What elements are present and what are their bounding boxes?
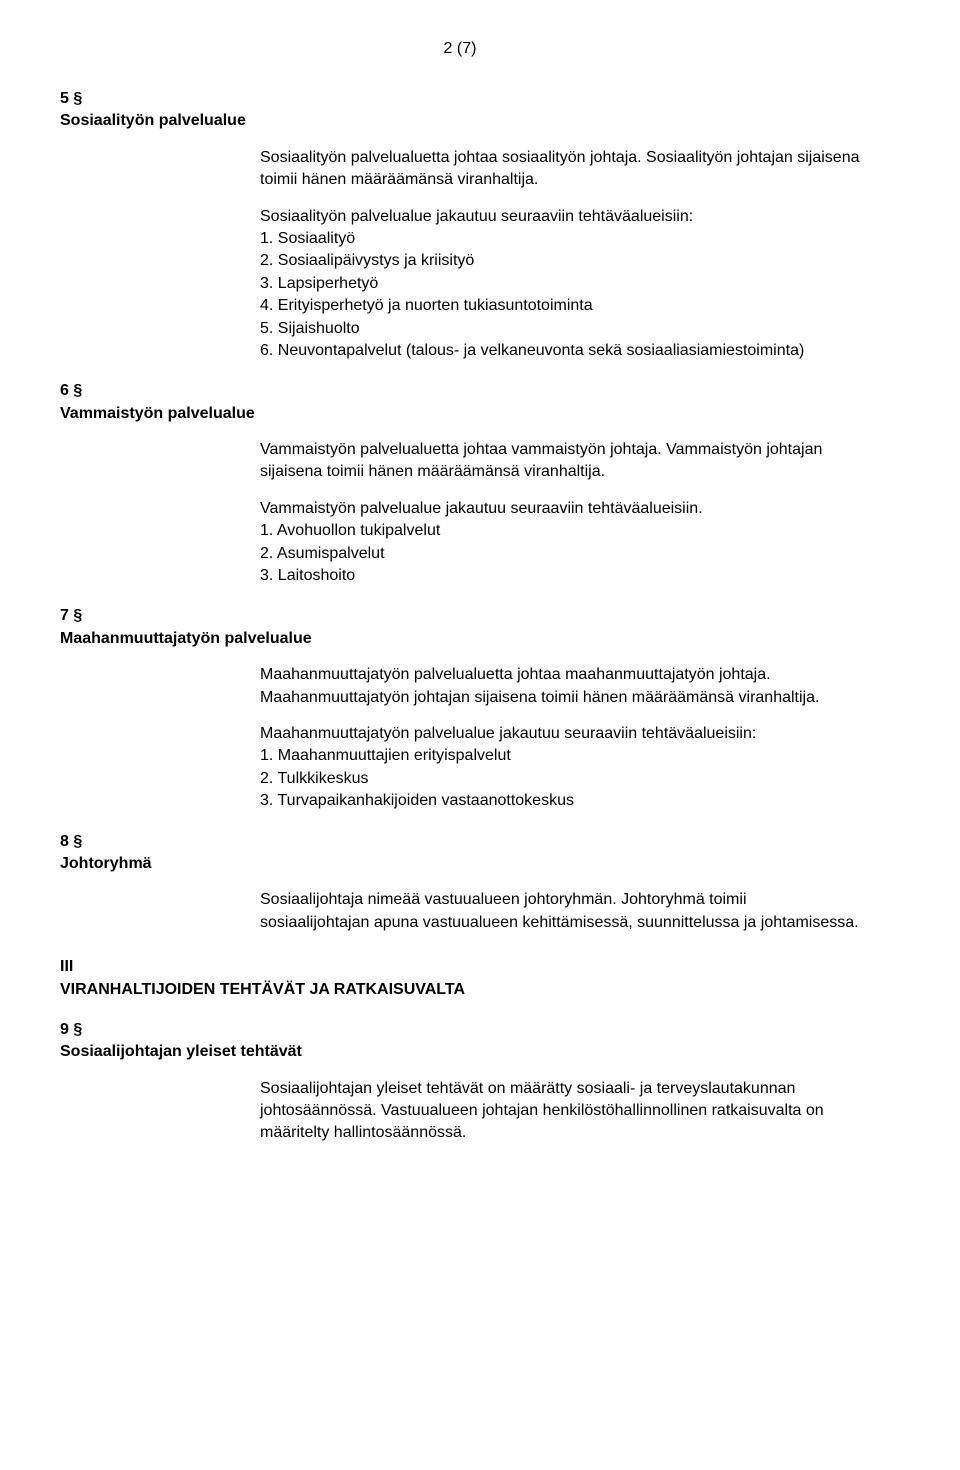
section-6-list-intro: Vammaistyön palvelualue jakautuu seuraav… [260, 498, 860, 520]
section-7-list: 1. Maahanmuuttajien erityispalvelut 2. T… [260, 745, 860, 812]
list-item: 3. Turvapaikanhakijoiden vastaanottokesk… [260, 790, 860, 812]
page-number: 2 (7) [60, 40, 860, 58]
section-8-num: 8 § [60, 831, 860, 853]
section-7-list-intro: Maahanmuuttajatyön palvelualue jakautuu … [260, 723, 860, 745]
section-5-title: Sosiaalityön palvelualue [60, 110, 860, 132]
list-item: 1. Avohuollon tukipalvelut [260, 520, 860, 542]
list-item: 4. Erityisperhetyö ja nuorten tukiasunto… [260, 295, 860, 317]
section-5-heading: 5 § Sosiaalityön palvelualue [60, 88, 860, 133]
section-7-title: Maahanmuuttajatyön palvelualue [60, 628, 860, 650]
section-5-list: 1. Sosiaalityö 2. Sosiaalipäivystys ja k… [260, 228, 860, 362]
section-5-para1: Sosiaalityön palvelualuetta johtaa sosia… [260, 147, 860, 192]
list-item: 1. Sosiaalityö [260, 228, 860, 250]
list-item: 5. Sijaishuolto [260, 318, 860, 340]
section-7-num: 7 § [60, 605, 860, 627]
list-item: 3. Lapsiperhetyö [260, 273, 860, 295]
section-5-num: 5 § [60, 88, 860, 110]
section-9-num: 9 § [60, 1019, 860, 1041]
section-6-num: 6 § [60, 380, 860, 402]
section-6-title: Vammaistyön palvelualue [60, 403, 860, 425]
section-8-heading: 8 § Johtoryhmä [60, 831, 860, 876]
section-6-heading: 6 § Vammaistyön palvelualue [60, 380, 860, 425]
chapter-3-title: VIRANHALTIJOIDEN TEHTÄVÄT JA RATKAISUVAL… [60, 981, 465, 998]
section-7-content: Maahanmuuttajatyön palvelualuetta johtaa… [260, 664, 860, 812]
list-item: 2. Tulkkikeskus [260, 768, 860, 790]
section-9-para1: Sosiaalijohtajan yleiset tehtävät on mää… [260, 1078, 860, 1145]
section-9-title: Sosiaalijohtajan yleiset tehtävät [60, 1041, 860, 1063]
chapter-3-num: III [60, 958, 73, 975]
section-5-list-intro: Sosiaalityön palvelualue jakautuu seuraa… [260, 206, 860, 228]
list-item: 3. Laitoshoito [260, 565, 860, 587]
list-item: 1. Maahanmuuttajien erityispalvelut [260, 745, 860, 767]
list-item: 6. Neuvontapalvelut (talous- ja velkaneu… [260, 340, 860, 362]
section-7-heading: 7 § Maahanmuuttajatyön palvelualue [60, 605, 860, 650]
list-item: 2. Asumispalvelut [260, 543, 860, 565]
section-5-content: Sosiaalityön palvelualuetta johtaa sosia… [260, 147, 860, 363]
section-7-para1: Maahanmuuttajatyön palvelualuetta johtaa… [260, 664, 860, 709]
section-6-content: Vammaistyön palvelualuetta johtaa vammai… [260, 439, 860, 587]
section-9-content: Sosiaalijohtajan yleiset tehtävät on mää… [260, 1078, 860, 1145]
section-8-title: Johtoryhmä [60, 853, 860, 875]
section-8-content: Sosiaalijohtaja nimeää vastuualueen joht… [260, 889, 860, 934]
section-9-heading: 9 § Sosiaalijohtajan yleiset tehtävät [60, 1019, 860, 1064]
list-item: 2. Sosiaalipäivystys ja kriisityö [260, 250, 860, 272]
chapter-3-heading: III VIRANHALTIJOIDEN TEHTÄVÄT JA RATKAIS… [60, 956, 860, 1001]
section-8-para1: Sosiaalijohtaja nimeää vastuualueen joht… [260, 889, 860, 934]
section-6-list: 1. Avohuollon tukipalvelut 2. Asumispalv… [260, 520, 860, 587]
section-6-para1: Vammaistyön palvelualuetta johtaa vammai… [260, 439, 860, 484]
